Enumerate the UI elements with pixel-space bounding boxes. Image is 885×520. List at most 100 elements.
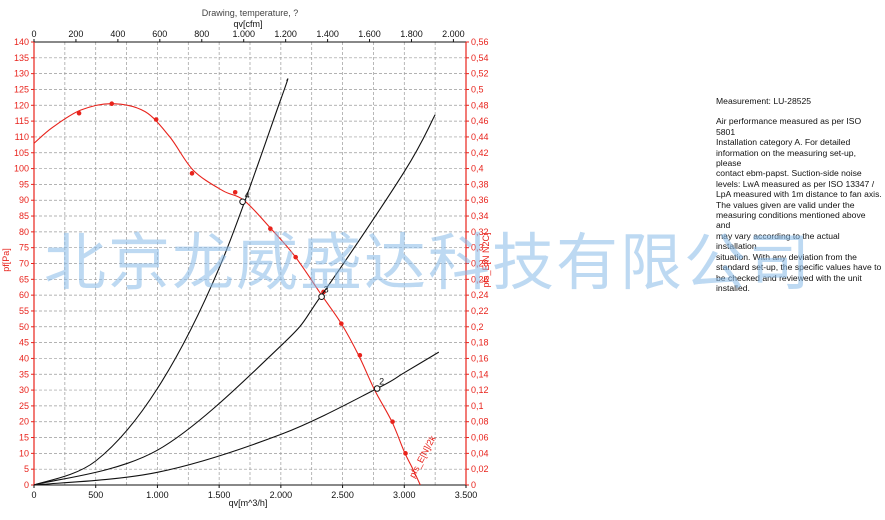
y2-tick-label: 0,2 [471,322,484,332]
y-tick-label: 115 [15,116,29,126]
y2-tick-label: 0,54 [471,53,489,63]
y2-tick-label: 0,4 [471,164,484,174]
y-tick-label: 30 [19,385,29,395]
data-point [268,226,273,231]
y-tick-label: 10 [19,448,29,458]
y-tick-label: 15 [19,433,29,443]
data-point [233,190,238,195]
y2-tick-label: 0 [471,480,476,490]
note-line: situation. With any deviation from the [716,252,882,262]
y-tick-label: 55 [19,306,29,316]
y2-tick-label: 0,44 [471,132,489,142]
x2-tick-label: 200 [68,29,83,39]
data-point [77,111,82,116]
y2-tick-label: 0,5 [471,84,484,94]
x-tick-label: 1.500 [208,490,231,500]
data-point [154,117,159,122]
y-tick-label: 40 [19,353,29,363]
x-tick-label: 500 [88,490,103,500]
y2-tick-label: 0,42 [471,148,489,158]
y2-tick-label: 0,24 [471,290,489,300]
y2-tick-label: 0,08 [471,417,489,427]
system-curve-line [34,352,439,485]
y-tick-label: 85 [19,211,29,221]
x2-axis-label: qv[cfm] [233,19,262,29]
y-tick-label: 65 [19,274,29,284]
data-point [109,101,114,106]
note-line: standard set-up, the specific values hav… [716,262,882,272]
x2-tick-label: 1.600 [358,29,381,39]
data-point [390,419,395,424]
y2-tick-label: 0,46 [471,116,489,126]
y-tick-label: 100 [14,164,29,174]
data-point [358,353,363,358]
note-line: Installation category A. For detailed [716,137,882,147]
x2-tick-label: 0 [31,29,36,39]
note-line: The values given are valid under the [716,200,882,210]
operating-point-label: 4 [245,190,250,200]
x2-tick-label: 2.000 [442,29,465,39]
y-tick-label: 80 [19,227,29,237]
y-tick-label: 95 [19,179,29,189]
y-tick-label: 140 [14,37,29,47]
y-tick-label: 75 [19,243,29,253]
y-tick-label: 5 [24,464,29,474]
note-line: levels: LwA measured as per ISO 13347 / [716,179,882,189]
y-tick-label: 125 [14,84,29,94]
y2-tick-label: 0,56 [471,37,489,47]
y2-tick-label: 0,52 [471,69,489,79]
y-tick-label: 70 [19,259,29,269]
x2-tick-label: 800 [194,29,209,39]
data-point [403,451,408,456]
operating-point-marker [240,199,246,205]
x2-tick-label: 1.400 [316,29,339,39]
curve-annotation: pfs_E[N]/2k [407,433,438,479]
x-tick-label: 3.500 [455,490,478,500]
operating-point-label: 2 [379,376,384,386]
chart-title: Drawing, temperature, ? [202,8,299,18]
note-body: Air performance measured as per ISO 5801… [716,116,882,293]
y-tick-label: 90 [19,195,29,205]
x2-tick-label: 1.200 [274,29,297,39]
note-line: Air performance measured as per ISO 5801 [716,116,882,137]
note-line: installed. [716,283,882,293]
note-line: may vary according to the actual install… [716,231,882,252]
note-line: be checked and reviewed with the unit [716,273,882,283]
y2-axis-label: pfs_E[N N2C] [481,232,491,287]
y-tick-label: 20 [19,417,29,427]
x-tick-label: 3.000 [393,490,416,500]
system-curve-line [34,115,435,485]
y-tick-label: 105 [14,148,29,158]
y2-tick-label: 0,12 [471,385,489,395]
grid-lines [34,42,466,485]
x-tick-label: 0 [31,490,36,500]
operating-points: 4 3 2 [240,190,384,391]
tick-labels: 0510152025303540455055606570758085909510… [14,29,489,500]
y2-tick-label: 0,06 [471,433,489,443]
y-tick-label: 45 [19,338,29,348]
measurement-note: Measurement: LU-28525 Air performance me… [716,96,882,293]
y2-tick-label: 0,36 [471,195,489,205]
y-tick-label: 110 [15,132,29,142]
data-point [339,321,344,326]
operating-point-label: 3 [324,285,329,295]
x-tick-label: 2.000 [270,490,293,500]
y2-tick-label: 0,14 [471,369,489,379]
y-tick-label: 135 [14,53,29,63]
series-group [34,79,439,485]
y-tick-label: 25 [19,401,29,411]
x-tick-label: 2.500 [331,490,354,500]
y2-tick-label: 0,22 [471,306,489,316]
y2-tick-label: 0,04 [471,448,489,458]
note-line: measuring conditions mentioned above and [716,210,882,231]
note-line: LpA measured with 1m distance to fan axi… [716,189,882,199]
data-point [293,255,298,260]
x-tick-label: 1.000 [146,490,169,500]
y2-tick-label: 0,02 [471,464,489,474]
y-tick-label: 130 [14,69,29,79]
x-axis-label: qv[m^3/h] [229,498,268,508]
y2-tick-label: 0,1 [471,401,484,411]
note-line: information on the measuring set-up, ple… [716,148,882,169]
fan-curve-line [34,104,420,485]
x2-tick-label: 600 [152,29,167,39]
